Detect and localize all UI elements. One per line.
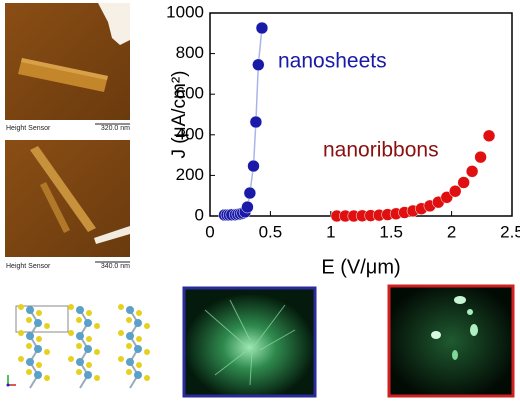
x-tick-label: 1 <box>326 222 335 241</box>
data-point <box>474 150 487 164</box>
atom <box>86 362 92 368</box>
atom <box>36 336 42 342</box>
y-tick-label: 800 <box>176 43 204 62</box>
atom <box>68 304 74 310</box>
x-tick-label: 0 <box>205 222 214 241</box>
y-tick-label: 200 <box>176 165 204 184</box>
atom <box>84 319 92 327</box>
afm-scale: 340.0 nm <box>101 263 130 270</box>
atom <box>36 362 42 368</box>
atom <box>126 358 134 366</box>
atom <box>26 332 34 340</box>
atom <box>76 358 84 366</box>
y-tick-label: 1000 <box>166 2 204 21</box>
atom <box>34 319 42 327</box>
atom <box>86 310 92 316</box>
atom <box>26 369 32 375</box>
atom <box>18 304 24 310</box>
y-tick-label: 0 <box>195 205 204 224</box>
emission-photo <box>387 284 515 398</box>
data-point <box>457 176 470 189</box>
atom <box>94 323 100 329</box>
atom <box>126 343 132 349</box>
afm-label: Height Sensor <box>6 125 51 132</box>
x-tick-label: 0.5 <box>259 222 283 241</box>
atom <box>84 345 92 353</box>
data-point <box>255 21 269 35</box>
atom <box>126 306 134 314</box>
atom <box>76 343 82 349</box>
data-point <box>243 186 257 200</box>
afm-image <box>5 3 130 120</box>
atom <box>44 323 50 329</box>
atom <box>144 349 150 355</box>
atom <box>144 375 150 381</box>
atom <box>26 358 34 366</box>
afm-scale: 320.0 nm <box>101 125 130 132</box>
atom <box>134 345 142 353</box>
data-point <box>252 58 265 72</box>
atom <box>136 336 142 342</box>
x-tick-label: 2.5 <box>500 222 520 241</box>
atom <box>118 330 124 336</box>
data-point <box>249 115 263 129</box>
x-tick-label: 2 <box>447 222 456 241</box>
atom <box>76 332 84 340</box>
atom <box>76 317 82 323</box>
afm-label: Height Sensor <box>6 263 51 270</box>
atom <box>126 317 132 323</box>
atom <box>26 343 32 349</box>
series-label: nanosheets <box>278 50 387 73</box>
atom <box>126 332 134 340</box>
data-point <box>440 191 454 204</box>
atom <box>94 349 100 355</box>
atom <box>18 330 24 336</box>
crystal-structure <box>6 304 150 389</box>
data-point <box>465 165 479 178</box>
atom <box>44 375 50 381</box>
y-tick-label: 400 <box>176 124 204 143</box>
afm-image <box>5 140 130 257</box>
data-point <box>482 129 496 143</box>
atom <box>86 336 92 342</box>
atom <box>68 330 74 336</box>
atom <box>144 323 150 329</box>
atom <box>26 306 34 314</box>
atom <box>44 349 50 355</box>
atom <box>126 369 132 375</box>
atom <box>26 317 32 323</box>
atom <box>34 345 42 353</box>
atom <box>94 375 100 381</box>
atom <box>76 306 84 314</box>
data-point <box>241 200 254 214</box>
emission-photo <box>182 286 317 398</box>
atom <box>118 304 124 310</box>
y-tick-label: 600 <box>176 84 204 103</box>
data-point <box>247 159 260 173</box>
atom <box>118 356 124 362</box>
atom <box>34 371 42 379</box>
atom <box>134 371 142 379</box>
series-label: nanoribbons <box>323 139 439 162</box>
atom <box>76 369 82 375</box>
atom <box>68 356 74 362</box>
atom <box>136 310 142 316</box>
x-axis-label: E (V/μm) <box>321 256 400 278</box>
data-point <box>448 184 462 198</box>
x-tick-label: 1.5 <box>379 222 403 241</box>
atom <box>84 371 92 379</box>
atom <box>136 362 142 368</box>
atom <box>18 356 24 362</box>
atom <box>134 319 142 327</box>
y-axis-label: J (μA/cm²) <box>169 71 190 159</box>
atom <box>36 310 42 316</box>
